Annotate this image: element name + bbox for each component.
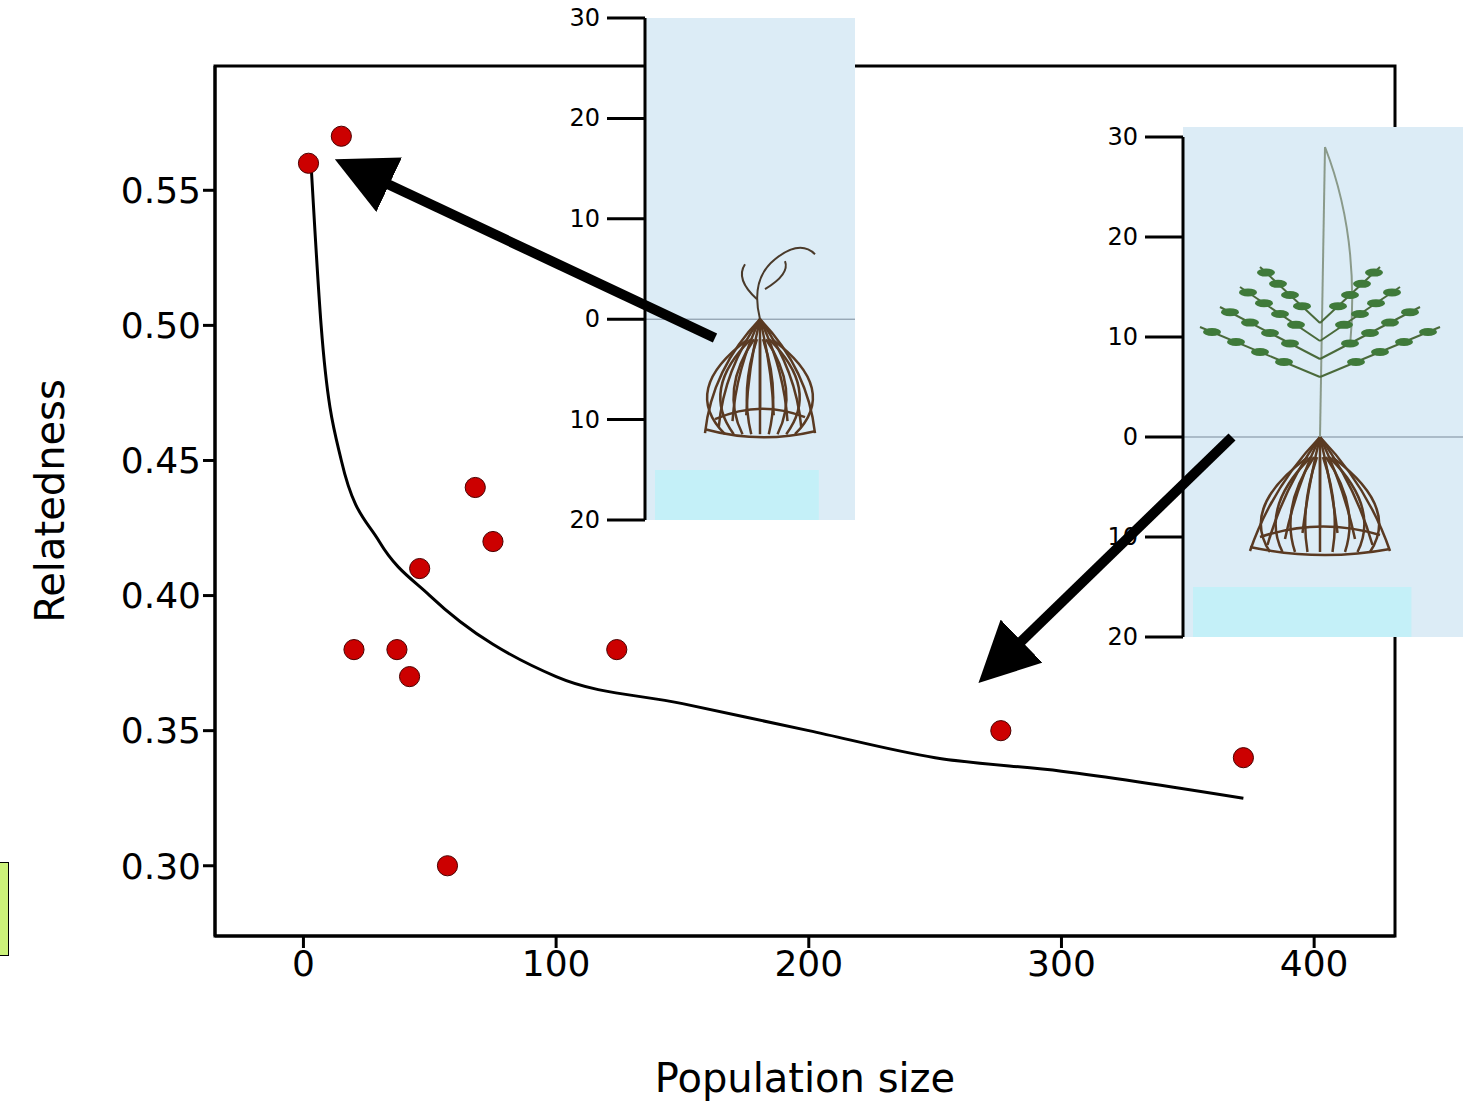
svg-text:20: 20	[569, 104, 600, 132]
svg-text:10: 10	[1107, 323, 1138, 351]
svg-text:0.35: 0.35	[121, 710, 201, 751]
svg-text:400: 400	[1280, 943, 1349, 984]
svg-text:200: 200	[774, 943, 843, 984]
svg-text:30: 30	[1107, 123, 1138, 151]
svg-text:0.45: 0.45	[121, 440, 201, 481]
svg-text:300: 300	[1027, 943, 1096, 984]
svg-text:100: 100	[522, 943, 591, 984]
svg-text:20: 20	[1107, 623, 1138, 651]
svg-text:0.40: 0.40	[121, 575, 201, 616]
svg-text:20: 20	[1107, 223, 1138, 251]
svg-text:0: 0	[585, 305, 600, 333]
svg-text:0: 0	[1123, 423, 1138, 451]
svg-text:0.50: 0.50	[121, 305, 201, 346]
svg-text:20: 20	[569, 506, 600, 534]
svg-text:30: 30	[569, 4, 600, 32]
svg-text:Relatedness: Relatedness	[27, 379, 73, 623]
svg-text:0.55: 0.55	[121, 170, 201, 211]
svg-text:10: 10	[1107, 523, 1138, 551]
svg-text:10: 10	[569, 406, 600, 434]
svg-text:0: 0	[292, 943, 315, 984]
svg-text:Population size: Population size	[655, 1055, 955, 1101]
svg-text:0.30: 0.30	[121, 846, 201, 887]
svg-text:10: 10	[569, 205, 600, 233]
